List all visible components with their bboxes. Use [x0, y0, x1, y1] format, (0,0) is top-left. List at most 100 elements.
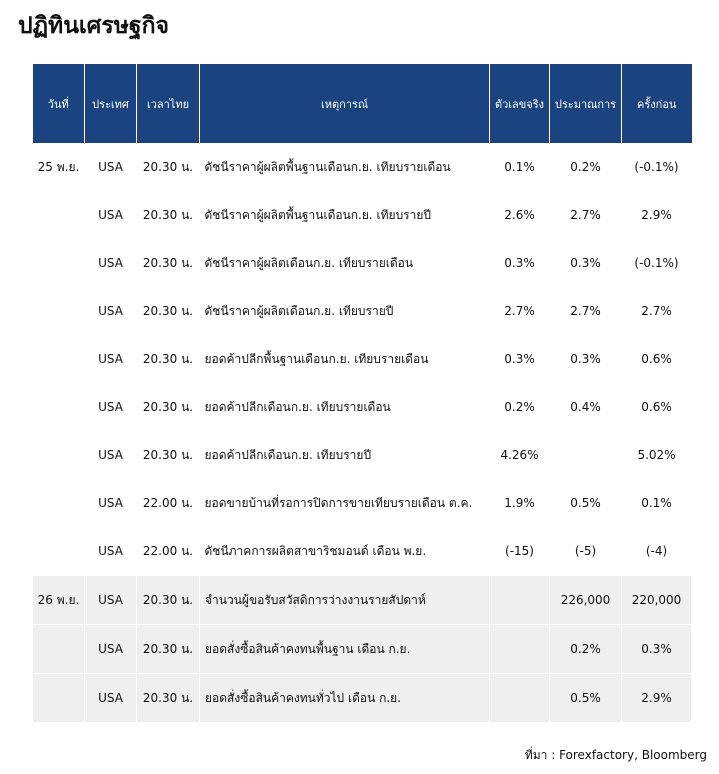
table-cell: 2.7%	[641, 304, 672, 318]
table-cell: USA	[98, 208, 123, 222]
column-header: ตัวเลขจริง	[489, 64, 550, 143]
table-cell	[489, 624, 550, 674]
table-cell: USA	[84, 575, 137, 625]
table-row: USA 22.00 น. ดัชนีภาคการผลิตสาขาริชมอนด์ เ…	[33, 527, 692, 576]
event-cell: ดัชนีราคาผู้ผลิตพื้นฐานเดือนก.ย. เทียบรา…	[204, 207, 432, 222]
table-cell: 20.30 น.	[136, 624, 200, 674]
header-row: วันที่ ประเทศ เวลาไทย เหตุการณ์ ตัวเลขจริง ปร…	[32, 64, 692, 143]
table-cell: USA	[98, 352, 123, 366]
table-cell: 20.30 น.	[142, 303, 194, 318]
event-cell: ยอดค้าปลีกเดือนก.ย. เทียบรายเดือน	[204, 399, 391, 414]
table-cell: 20.30 น.	[142, 447, 194, 462]
column-header: ประเทศ	[84, 64, 137, 143]
table-cell: 0.5%	[549, 673, 622, 723]
table-cell: 0.2%	[549, 624, 622, 674]
table-cell: 22.00 น.	[142, 495, 194, 510]
column-header: ประมาณการ	[549, 64, 622, 143]
event-cell: ยอดค้าปลีกเดือนก.ย. เทียบรายปี	[204, 447, 372, 462]
table-cell	[489, 575, 550, 625]
table-cell	[489, 673, 550, 723]
table-cell: 2.7%	[570, 304, 601, 318]
table-cell: USA	[98, 448, 123, 462]
table-cell: USA	[98, 160, 123, 174]
table-cell: 0.5%	[570, 496, 601, 510]
source: ที่มา : Forexfactory, Bloomberg	[524, 748, 707, 762]
table-cell: 0.1%	[504, 160, 535, 174]
table-row: USA 20.30 น. ยอดค้าปลีกเดือนก.ย. เทียบรายป…	[33, 431, 692, 479]
table-cell: 0.2%	[570, 160, 601, 174]
table-cell: 1.9%	[504, 496, 535, 510]
table-cell: 20.30 น.	[142, 207, 194, 222]
table-cell: 20.30 น.	[142, 351, 194, 366]
event-cell: ยอดสั่งซื้อสินค้าคงทนทั่วไป เดือน ก.ย.	[199, 673, 490, 723]
event-cell: จำนวนผู้ขอรับสวัสดิการว่างงานรายสัปดาห์	[199, 575, 490, 625]
table-cell: 226,000	[549, 575, 622, 625]
table-cell: 20.30 น.	[142, 399, 194, 414]
table-cell	[32, 624, 85, 674]
table-cell: USA	[98, 256, 123, 270]
table-cell: 2.6%	[504, 208, 535, 222]
table-cell	[33, 239, 85, 287]
table-cell: 20.30 น.	[142, 255, 194, 270]
table-cell: 2.7%	[504, 304, 535, 318]
table-cell: (-0.1%)	[634, 256, 679, 270]
table-cell: 0.6%	[641, 400, 672, 414]
table-cell: 4.26%	[500, 448, 539, 462]
table-cell: 0.3%	[504, 256, 535, 270]
table-cell: 2.7%	[570, 208, 601, 222]
table-cell: 26 พ.ย.	[32, 575, 85, 625]
table-cell: 0.1%	[641, 496, 672, 510]
event-cell: ยอดสั่งซื้อสินค้าคงทนพื้นฐาน เดือน ก.ย.	[199, 624, 490, 674]
event-cell: ยอดขายบ้านที่รอการปิดการขายเทียบรายเดือน…	[204, 495, 473, 510]
table-cell: USA	[98, 544, 123, 558]
table-cell: USA	[98, 304, 123, 318]
table-cell: (-4)	[645, 544, 668, 558]
table-cell	[33, 479, 85, 527]
table-row: 25 พ.ย. USA 20.30 น. ดัชนีราคาผู้ผลิตพื้นฐา…	[33, 143, 692, 191]
table-cell: 20.30 น.	[136, 673, 200, 723]
table-cell: 2.9%	[621, 673, 692, 723]
table-cell: 0.3%	[621, 624, 692, 674]
table-cell: (-0.1%)	[634, 160, 679, 174]
table-cell: 0.3%	[570, 352, 601, 366]
event-cell: ดัชนีราคาผู้ผลิตพื้นฐานเดือนก.ย. เทียบรา…	[204, 159, 451, 174]
table-cell: 0.6%	[641, 352, 672, 366]
table-cell	[33, 287, 85, 335]
table-row: USA 20.30 น. ดัชนีราคาผู้ผลิตพื้นฐานเดือนก…	[33, 191, 692, 239]
table-cell: (-5)	[574, 544, 597, 558]
table-cell: USA	[98, 400, 123, 414]
table-cell: 5.02%	[637, 448, 676, 462]
table-cell: USA	[98, 496, 123, 510]
event-cell: ดัชนีราคาผู้ผลิตเดือนก.ย. เทียบรายเดือน	[204, 255, 414, 270]
column-header: เหตุการณ์	[199, 64, 490, 143]
table-cell	[33, 527, 85, 576]
table-cell: 2.9%	[641, 208, 672, 222]
table-row: USA 20.30 น. ดัชนีราคาผู้ผลิตเดือนก.ย. เที…	[33, 287, 692, 335]
title: ปฏิทินเศรษฐกิจ	[18, 13, 169, 39]
table-row: USA 20.30 น. ยอดค้าปลีกพื้นฐานเดือนก.ย. เท…	[33, 335, 692, 383]
column-header: วันที่	[32, 64, 85, 143]
table-row: USA 20.30 น. ดัชนีราคาผู้ผลิตเดือนก.ย. เที…	[33, 239, 692, 287]
table-cell: 22.00 น.	[142, 543, 194, 558]
table-cell	[33, 335, 85, 383]
table-cell: 20.30 น.	[136, 575, 200, 625]
table-cell	[33, 191, 85, 239]
table-cell: 25 พ.ย.	[37, 159, 80, 174]
table-cell: 0.3%	[570, 256, 601, 270]
calendar-table: วันที่ ประเทศ เวลาไทย เหตุการณ์ ตัวเลขจริง ปร…	[32, 64, 692, 723]
table-cell	[33, 383, 85, 431]
column-header: ครั้งก่อน	[621, 64, 692, 143]
table-row: USA 22.00 น. ยอดขายบ้านที่รอการปิดการขายเท…	[33, 479, 692, 527]
event-cell: ดัชนีราคาผู้ผลิตเดือนก.ย. เทียบรายปี	[204, 303, 394, 318]
table-row: USA 20.30 น. ยอดสั่งซื้อสินค้าคงทนทั่วไป เ…	[32, 673, 692, 723]
table-cell: (-15)	[505, 544, 534, 558]
table-body: 25 พ.ย. USA 20.30 น. ดัชนีราคาผู้ผลิตพื้นฐา…	[32, 143, 692, 723]
table-cell: 20.30 น.	[142, 159, 194, 174]
table-cell: 0.4%	[570, 400, 601, 414]
table-row: 26 พ.ย. USA 20.30 น. จำนวนผู้ขอรับสวัสดิการ…	[32, 575, 692, 625]
event-cell: ดัชนีภาคการผลิตสาขาริชมอนด์ เดือน พ.ย.	[204, 543, 427, 558]
table-cell	[33, 431, 85, 479]
table-cell: 0.2%	[504, 400, 535, 414]
table-cell: USA	[84, 673, 137, 723]
